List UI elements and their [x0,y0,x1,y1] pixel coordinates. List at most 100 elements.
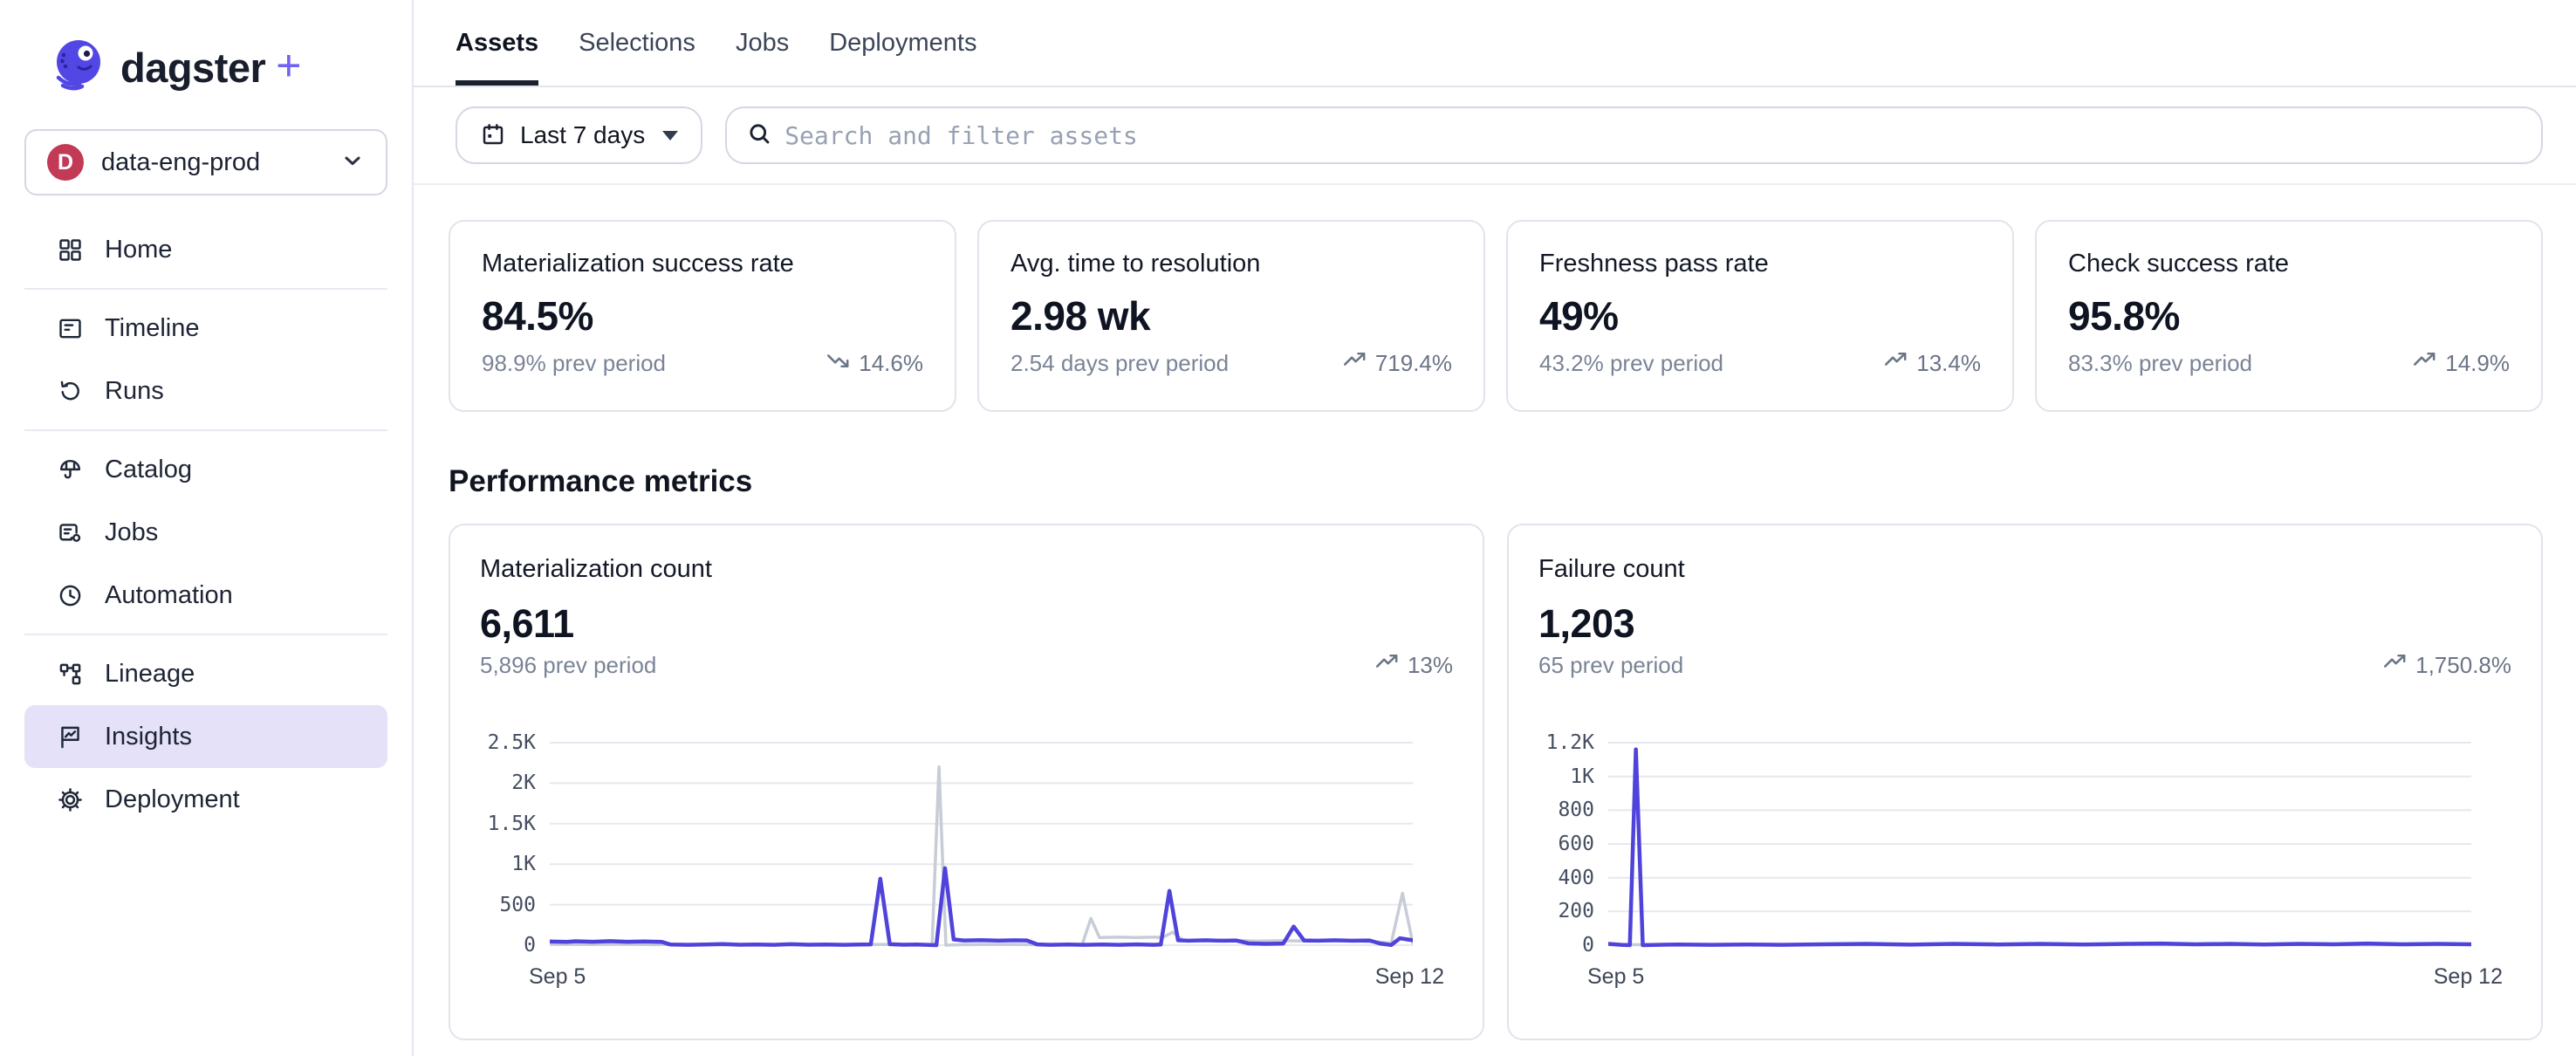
y-tick-label: 200 [1558,900,1594,922]
chart-value: 1,203 [1538,601,1635,646]
chart-delta: 13% [1375,650,1453,680]
sidebar-item-catalog[interactable]: Catalog [24,438,387,501]
y-tick-label: 2.5K [487,731,536,754]
y-tick-label: 0 [524,934,536,957]
chart-prev-period: 5,896 prev period [480,651,657,678]
catalog-icon [56,456,84,483]
y-tick-label: 500 [499,894,536,916]
metric-title: Freshness pass rate [1539,250,1769,278]
date-range-button[interactable]: Last 7 days [456,106,703,164]
top-tab-bar: Assets Selections Jobs Deployments [414,0,2576,87]
brand-logo[interactable]: dagster + [0,37,412,98]
sidebar-item-automation[interactable]: Automation [24,564,387,627]
chart-cards-row: Materialization count 6,611 5,896 prev p… [449,524,2543,1040]
sidebar-item-timeline[interactable]: Timeline [24,297,387,360]
tab-assets[interactable]: Assets [456,0,539,86]
sidebar-item-jobs[interactable]: Jobs [24,501,387,564]
chart-title: Failure count [1538,555,1685,583]
sidebar-item-runs[interactable]: Runs [24,360,387,422]
y-axis: 0 500 1K 1.5K 2K 2.5K [480,727,550,957]
tab-jobs[interactable]: Jobs [735,28,790,57]
jobs-icon [56,518,84,546]
metric-value: 84.5% [482,293,593,339]
filter-bar: Last 7 days [414,87,2576,185]
y-tick-label: 1.2K [1545,731,1594,754]
metric-prev-period: 83.3% prev period [2068,349,2253,376]
runs-loop-icon [56,377,84,405]
x-axis-start-label: Sep 5 [1587,964,1645,989]
performance-metrics-heading: Performance metrics [449,464,753,498]
sidebar-nav: Home Timeline Runs Catalog [0,218,412,831]
dropdown-caret-icon [662,130,679,141]
metric-card-avg-time-to-resolution: Avg. time to resolution 2.98 wk 2.54 day… [977,220,1485,412]
metric-delta: 719.4% [1343,348,1452,378]
y-tick-label: 400 [1558,867,1594,889]
search-input[interactable] [784,120,2522,150]
logo-wordmark: dagster [120,44,266,91]
clock-icon [56,581,84,609]
sidebar-divider [24,634,387,635]
y-tick-label: 0 [1582,934,1594,957]
y-tick-label: 1K [511,853,536,875]
x-axis-end-label: Sep 12 [2433,964,2503,989]
sidebar-divider [24,429,387,431]
sidebar-divider [24,288,387,290]
metric-delta: 13.4% [1884,348,1981,378]
chart-card-materialization-count: Materialization count 6,611 5,896 prev p… [449,524,1484,1040]
metric-title: Avg. time to resolution [1011,250,1261,278]
trend-up-icon [1343,348,1367,378]
chart-prev-period: 65 prev period [1538,651,1684,678]
line-plot [1608,727,2471,954]
metric-card-check-success-rate: Check success rate 95.8% 83.3% prev peri… [2035,220,2543,412]
sidebar-item-insights[interactable]: Insights [24,705,387,768]
sidebar-item-deployment[interactable]: Deployment [24,768,387,831]
chart-value: 6,611 [480,601,574,646]
chart-delta: 1,750.8% [2383,650,2511,680]
y-tick-label: 2K [511,771,536,794]
y-tick-label: 800 [1558,799,1594,821]
tab-deployments[interactable]: Deployments [829,28,977,57]
lineage-icon [56,660,84,688]
insights-flag-icon [56,723,84,751]
deployment-name: data-eng-prod [101,147,261,176]
chart-title: Materialization count [480,555,712,583]
metric-delta: 14.6% [826,348,923,378]
search-box [725,106,2543,164]
y-tick-label: 1.5K [487,813,536,835]
x-axis: Sep 5 Sep 12 [529,964,1444,990]
metric-title: Check success rate [2068,250,2290,278]
home-grid-icon [56,236,84,264]
sidebar-item-lineage[interactable]: Lineage [24,642,387,705]
metric-value: 95.8% [2068,293,2180,339]
sidebar: dagster + D data-eng-prod Home Tim [0,0,414,1056]
metric-prev-period: 43.2% prev period [1539,349,1724,376]
deployment-selector[interactable]: D data-eng-prod [24,129,387,195]
trend-up-icon [1375,650,1399,680]
gear-icon [56,785,84,813]
y-axis: 0 200 400 600 800 1K 1.2K [1538,727,1608,957]
x-axis-end-label: Sep 12 [1374,964,1444,989]
dagster-octopus-icon [52,38,106,97]
metric-value: 49% [1539,293,1619,339]
deployment-avatar: D [47,144,84,181]
metric-prev-period: 2.54 days prev period [1011,349,1230,376]
materialization-count-chart: 0 500 1K 1.5K 2K 2.5K Sep 5 Sep 12 [480,727,1453,990]
y-tick-label: 600 [1558,833,1594,855]
chart-card-failure-count: Failure count 1,203 65 prev period 1,750… [1507,524,2543,1040]
metric-card-freshness-pass-rate: Freshness pass rate 49% 43.2% prev perio… [1506,220,2014,412]
chevron-down-icon [340,148,365,177]
trend-down-icon [826,348,850,378]
metric-prev-period: 98.9% prev period [482,349,667,376]
trend-up-icon [1884,348,1908,378]
timeline-icon [56,314,84,342]
trend-up-icon [2413,348,2436,378]
search-icon [746,120,772,151]
sidebar-item-home[interactable]: Home [24,218,387,281]
x-axis-start-label: Sep 5 [529,964,586,989]
logo-plus-badge: + [276,41,302,90]
metric-value: 2.98 wk [1011,293,1151,339]
calendar-icon [480,121,506,150]
line-plot [550,727,1413,954]
tab-selections[interactable]: Selections [579,28,695,57]
